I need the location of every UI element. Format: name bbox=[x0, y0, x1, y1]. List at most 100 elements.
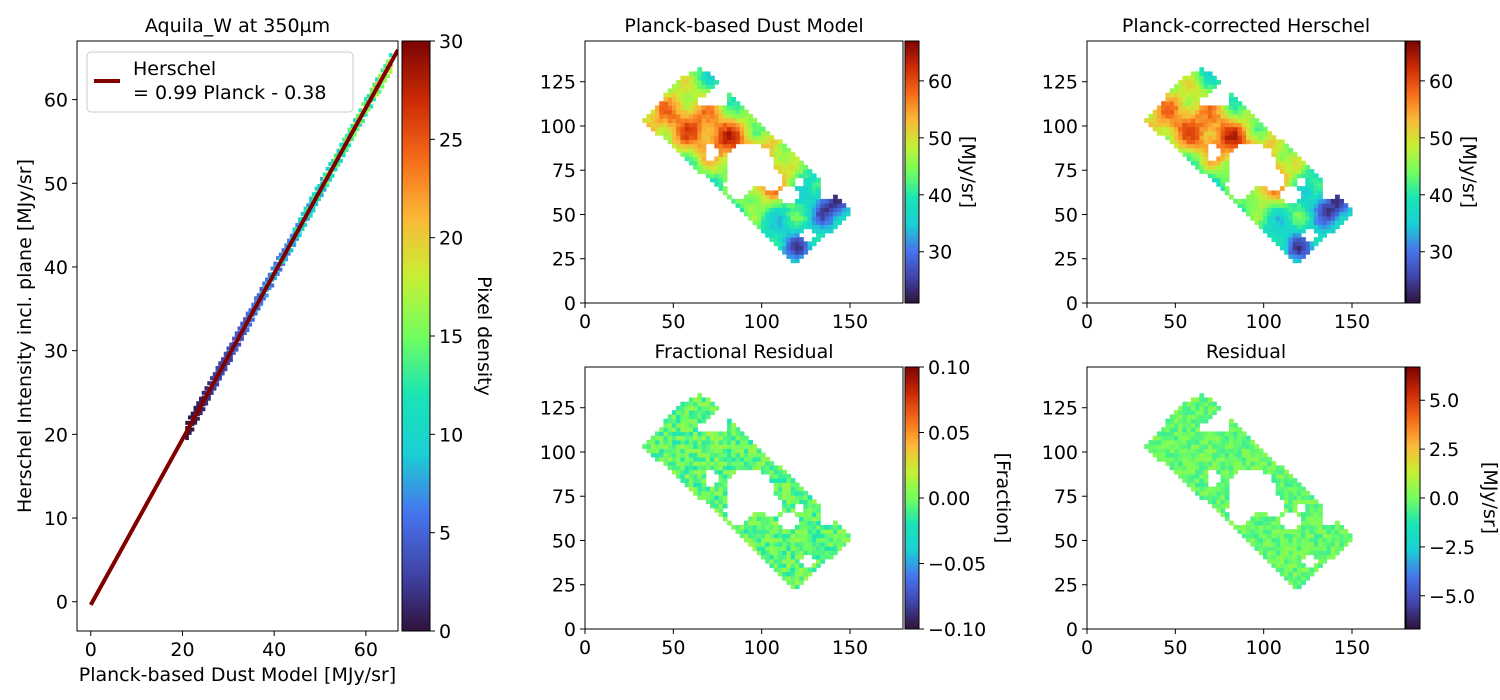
map-cell bbox=[1288, 550, 1294, 556]
density-cell bbox=[320, 176, 324, 181]
map-cell bbox=[794, 228, 800, 234]
density-cell bbox=[221, 371, 225, 376]
map-cell bbox=[1258, 135, 1264, 140]
map-cell bbox=[1207, 397, 1213, 403]
map-cell bbox=[1318, 529, 1323, 534]
map-cell bbox=[705, 490, 711, 496]
map-cell bbox=[1271, 465, 1277, 471]
map-cell bbox=[1258, 224, 1264, 230]
map-cell bbox=[1292, 152, 1298, 157]
map-cell bbox=[676, 461, 681, 466]
map-cell bbox=[1292, 584, 1298, 590]
map-cell bbox=[1318, 237, 1323, 242]
map-cell bbox=[773, 190, 779, 196]
density-cell bbox=[229, 357, 233, 362]
map-cell bbox=[1305, 224, 1311, 230]
map-cell bbox=[773, 156, 779, 162]
map-cell bbox=[816, 207, 821, 213]
density-cell bbox=[339, 142, 343, 147]
map-cell bbox=[684, 126, 690, 132]
map-cell bbox=[1186, 439, 1192, 445]
map-cell bbox=[1305, 571, 1311, 577]
map-cell bbox=[650, 126, 656, 132]
map-cell bbox=[828, 215, 834, 221]
map-cell bbox=[1288, 245, 1294, 251]
map-cell bbox=[1258, 465, 1264, 471]
density-cell bbox=[303, 210, 308, 215]
map-cell bbox=[1267, 190, 1272, 196]
map-cell bbox=[680, 401, 686, 407]
map-cell bbox=[752, 130, 758, 136]
map-cell bbox=[769, 541, 775, 547]
map-cell bbox=[701, 456, 707, 462]
map-cell bbox=[1275, 516, 1281, 522]
map-cell bbox=[1165, 130, 1171, 136]
map-cell bbox=[790, 215, 796, 221]
map-cell bbox=[731, 113, 737, 119]
map-cell bbox=[837, 215, 843, 221]
map-cell bbox=[1305, 490, 1311, 496]
map-cell bbox=[828, 198, 834, 204]
map-cell bbox=[663, 92, 669, 98]
map-cell bbox=[714, 435, 720, 441]
map-cell bbox=[680, 473, 686, 479]
map-cell bbox=[1313, 173, 1319, 179]
density-cell bbox=[278, 267, 283, 272]
map-cell bbox=[807, 203, 813, 208]
map-cell bbox=[790, 232, 796, 238]
x-tick-label: 0 bbox=[1081, 311, 1093, 333]
map-cell bbox=[794, 245, 800, 251]
map-cell bbox=[1178, 427, 1183, 432]
map-cell bbox=[807, 516, 813, 522]
map-cell bbox=[790, 164, 796, 170]
map-cell bbox=[688, 465, 694, 471]
map-cell bbox=[718, 512, 724, 517]
map-cell bbox=[773, 164, 779, 170]
map-cell bbox=[659, 122, 664, 128]
map-cell bbox=[727, 113, 732, 119]
map-cell bbox=[1224, 186, 1230, 191]
map-cell bbox=[1182, 431, 1188, 437]
map-cell bbox=[1246, 444, 1251, 449]
map-cell bbox=[1292, 482, 1298, 488]
colorbar-tick-label: 0.0 bbox=[1429, 488, 1459, 510]
map-cell bbox=[1199, 456, 1205, 462]
map-cell bbox=[769, 537, 775, 543]
map-cell bbox=[1246, 448, 1251, 454]
map-cell bbox=[697, 495, 703, 500]
density-cell bbox=[281, 248, 286, 253]
map-cell bbox=[714, 507, 720, 513]
map-cell bbox=[1309, 194, 1315, 200]
map-cell bbox=[1262, 537, 1268, 543]
map-cell bbox=[811, 550, 817, 556]
map-cell bbox=[807, 541, 813, 547]
map-cell bbox=[705, 160, 711, 166]
map-cell bbox=[727, 422, 732, 428]
map-cell bbox=[735, 113, 741, 119]
map-cell bbox=[1279, 237, 1285, 242]
map-cell bbox=[837, 546, 843, 551]
map-cell bbox=[722, 173, 728, 179]
map-cell bbox=[1309, 177, 1315, 183]
map-cell bbox=[760, 228, 766, 234]
map-cell bbox=[1203, 130, 1209, 136]
map-cell bbox=[1254, 537, 1260, 543]
map-cell bbox=[1305, 207, 1311, 213]
map-cell bbox=[1156, 448, 1162, 454]
map-cell bbox=[1262, 469, 1268, 475]
density-cell bbox=[221, 360, 225, 365]
map-cell bbox=[663, 461, 669, 466]
map-cell bbox=[1182, 444, 1188, 449]
map-cell bbox=[786, 473, 792, 479]
map-cell bbox=[714, 135, 720, 140]
map-cell bbox=[680, 410, 686, 415]
map-cell bbox=[654, 105, 660, 111]
map-cell bbox=[1241, 130, 1247, 136]
map-cell bbox=[1212, 461, 1217, 466]
map-cell bbox=[794, 490, 800, 496]
map-cell bbox=[697, 473, 703, 479]
map-cell bbox=[1296, 486, 1302, 492]
map-cell bbox=[744, 452, 749, 458]
map-cell bbox=[671, 410, 677, 415]
map-cell bbox=[1296, 241, 1302, 247]
